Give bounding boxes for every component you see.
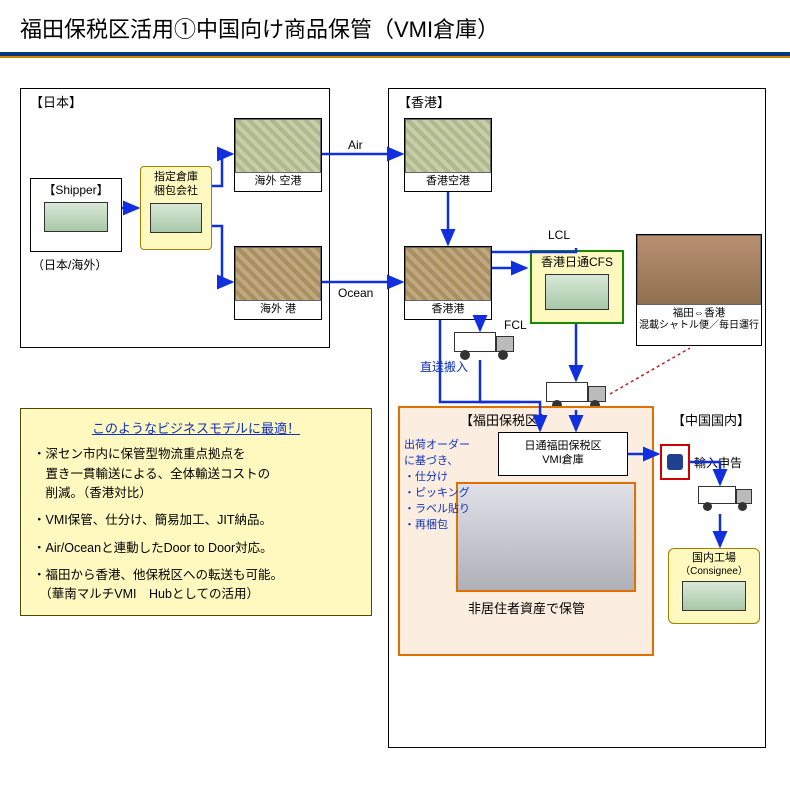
node-designated-wh: 指定倉庫 梱包会社 xyxy=(140,166,212,250)
shipper-icon xyxy=(44,202,108,232)
info-title: このようなビジネスモデルに最適！ xyxy=(33,419,359,439)
region-futian-label: 【福田保税区】 xyxy=(458,410,553,429)
jp-port-img xyxy=(235,247,321,301)
vmi-wh-l2: VMI倉庫 xyxy=(542,454,584,468)
designated-wh-l1: 指定倉庫 xyxy=(154,171,198,185)
node-shipper: 【Shipper】 xyxy=(30,178,122,252)
node-hk-airport: 香港空港 xyxy=(404,118,492,192)
hk-port-img xyxy=(405,247,491,301)
region-japan-label: 【日本】 xyxy=(28,92,84,111)
info-bullet-0: ・深セン市内に保管型物流重点拠点を 置き一貫輸送による、全体輸送コストの 削減。… xyxy=(33,445,359,503)
customs-label: 輸入申告 xyxy=(694,454,742,471)
shuttle-l1: 福田⇔香港 xyxy=(673,307,726,320)
node-hk-port: 香港港 xyxy=(404,246,492,320)
node-shuttle: 福田⇔香港 混載シャトル便／毎日運行 xyxy=(636,234,762,346)
truck-delivery xyxy=(698,486,756,512)
region-hongkong-label: 【香港】 xyxy=(396,92,452,111)
factory-l1: 国内工場 xyxy=(692,552,736,566)
label-lcl: LCL xyxy=(548,228,570,242)
truck-fcl xyxy=(454,332,518,360)
page-title: 福田保税区活用①中国向け商品保管（VMI倉庫） xyxy=(0,0,790,52)
vmi-wh-photo xyxy=(456,482,636,592)
info-box: このようなビジネスモデルに最適！ ・深セン市内に保管型物流重点拠点を 置き一貫輸… xyxy=(20,408,372,616)
designated-wh-l2: 梱包会社 xyxy=(154,185,198,199)
jp-airport-img xyxy=(235,119,321,173)
order-side-text: 出荷オーダー に基づき、 ・仕分け ・ピッキング ・ラベル貼り ・再梱包 xyxy=(404,438,470,534)
factory-icon xyxy=(682,581,746,611)
hk-airport-label: 香港空港 xyxy=(426,175,470,189)
jp-airport-label: 海外 空港 xyxy=(254,175,301,189)
node-jp-airport: 海外 空港 xyxy=(234,118,322,192)
shipper-sub: （日本/海外） xyxy=(32,256,107,273)
shuttle-l2: 混載シャトル便／毎日運行 xyxy=(639,320,759,333)
node-jp-port: 海外 港 xyxy=(234,246,322,320)
node-customs xyxy=(660,444,690,480)
node-hk-cfs: 香港日通CFS xyxy=(530,250,624,324)
shipper-label: 【Shipper】 xyxy=(43,183,108,198)
label-air: Air xyxy=(348,138,363,152)
node-vmi-wh: 日通福田保税区 VMI倉庫 xyxy=(498,432,628,476)
label-direct: 直送搬入 xyxy=(420,358,468,375)
hk-cfs-icon xyxy=(545,274,609,310)
region-china-label: 【中国国内】 xyxy=(670,410,752,429)
info-bullet-3: ・福田から香港、他保税区への転送も可能。 （華南マルチVMI Hubとしての活用… xyxy=(33,566,359,605)
shuttle-img xyxy=(637,235,761,305)
customs-icon xyxy=(667,454,683,470)
label-fcl: FCL xyxy=(504,318,527,332)
diagram-canvas: 【日本】 【Shipper】 （日本/海外） 指定倉庫 梱包会社 海外 空港 海… xyxy=(0,58,790,778)
designated-wh-icon xyxy=(150,203,202,233)
label-ocean: Ocean xyxy=(338,286,373,300)
info-bullet-1: ・VMI保管、仕分け、簡易加工、JIT納品。 xyxy=(33,511,359,530)
vmi-caption: 非居住者資産で保管 xyxy=(468,598,585,617)
node-factory: 国内工場 （Consignee） xyxy=(668,548,760,624)
vmi-wh-l1: 日通福田保税区 xyxy=(525,440,602,454)
hk-cfs-label: 香港日通CFS xyxy=(541,255,613,270)
jp-port-label: 海外 港 xyxy=(260,303,296,317)
factory-l2: （Consignee） xyxy=(680,566,748,579)
info-bullet-2: ・Air/Oceanと連動したDoor to Door対応。 xyxy=(33,539,359,558)
hk-airport-img xyxy=(405,119,491,173)
hk-port-label: 香港港 xyxy=(432,303,465,317)
